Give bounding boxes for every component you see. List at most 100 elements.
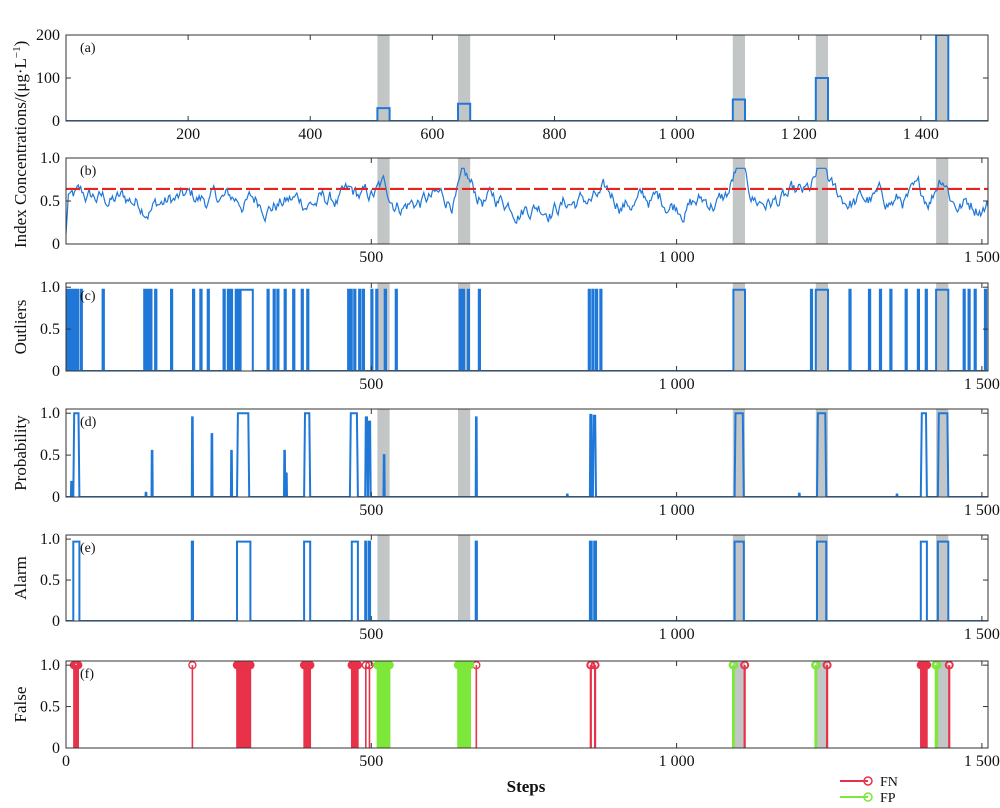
event-band (458, 35, 471, 121)
panel-label: (f) (80, 667, 94, 682)
plot-area (66, 540, 988, 621)
y-tick-label: 0 (52, 613, 60, 630)
fp-stem (385, 661, 394, 748)
axes-frame (65, 660, 989, 749)
x-tick-label: 1 000 (659, 626, 695, 643)
x-tick-label: 1 000 (659, 126, 695, 143)
y-tick-label: 100 (36, 70, 60, 87)
panel-f: 0 0.5 1.0 500 1 000 1 500 0 (f) False (11, 657, 1000, 770)
fn-stem (306, 661, 315, 748)
y-axis-label: Outliers (11, 300, 30, 355)
event-band (732, 661, 745, 748)
fn-stem (365, 661, 374, 748)
ylabel-index: Index (11, 209, 30, 248)
fn-stem (353, 661, 363, 748)
x-tick-label: 1 400 (903, 126, 939, 143)
legend-item-fp: FP (840, 791, 896, 806)
event-band (377, 158, 390, 244)
y-tick-label: 0.5 (40, 193, 60, 210)
event-band (815, 535, 829, 621)
event-band (936, 283, 949, 371)
event-band (377, 409, 390, 497)
event-band (815, 661, 829, 748)
fn-stem (945, 661, 954, 748)
event-band (936, 35, 949, 121)
plot-area (66, 412, 988, 497)
event-band (732, 35, 745, 121)
fp-stem (933, 661, 942, 748)
event-band (458, 535, 471, 621)
panel-label: (b) (80, 164, 97, 179)
legend-fp-label: FP (880, 791, 896, 806)
x-tick-label: 1 500 (964, 502, 1000, 519)
alarm-line (66, 540, 988, 621)
x-tick-label: 500 (359, 249, 383, 266)
y-tick-label: 0.5 (40, 572, 60, 589)
y-tick-label: 0 (52, 489, 60, 506)
fn-stem (586, 661, 596, 748)
fn-stem (188, 661, 197, 748)
event-band (377, 35, 390, 121)
y-tick-label: 0 (52, 113, 60, 130)
x-tick-label: 0 (62, 753, 70, 770)
x-tick-label: 1 500 (964, 249, 1000, 266)
fp-stem (729, 661, 739, 748)
y-tick-label: 0.5 (40, 321, 60, 338)
event-band (732, 283, 745, 371)
legend: FN FP (840, 775, 898, 806)
event-band (815, 158, 829, 244)
event-band (458, 409, 471, 497)
concentration-line (66, 35, 988, 121)
event-band (732, 158, 745, 244)
fn-stem (472, 661, 481, 748)
y-tick-label: 200 (36, 27, 60, 44)
y-tick-label: 1.0 (40, 405, 60, 422)
panel-label: (d) (80, 415, 97, 430)
x-tick-label: 1 500 (964, 626, 1000, 643)
fn-stem (922, 661, 932, 748)
panel-a: 0 100 200 200 400 600 800 1 000 1 200 1 400 (a) (36, 27, 989, 143)
x-tick-label: 500 (359, 753, 383, 770)
y-tick-label: 1.0 (40, 279, 60, 296)
x-tick-label: 1 500 (964, 376, 1000, 393)
panel-c: 0 0.5 1.0 500 1 000 1 500 (c) Outliers (11, 279, 1000, 393)
x-tick-label: 600 (420, 126, 444, 143)
x-tick-label: 500 (359, 502, 383, 519)
index-line (66, 167, 988, 234)
panel-b: 0 0.5 1.0 500 1 000 1 500 (b) (40, 150, 1000, 266)
x-tick-label: 800 (542, 126, 566, 143)
fn-stem (591, 661, 600, 748)
x-tick-label: 1 500 (964, 753, 1000, 770)
event-band (815, 283, 829, 371)
y-tick-label: 0 (52, 363, 60, 380)
fn-stem (740, 661, 750, 748)
outliers-line (66, 288, 988, 371)
legend-fn-marker (863, 776, 873, 786)
panels: 0 100 200 200 400 600 800 1 000 1 200 1 400 (a) 0 0.… (11, 27, 1000, 770)
y-axis-label: Alarm (11, 556, 30, 599)
y-tick-label: 0.5 (40, 699, 60, 716)
x-tick-label: 400 (298, 126, 322, 143)
y-axis-label: Probability (11, 415, 30, 491)
legend-fn-label: FN (880, 775, 898, 790)
probability-line (66, 412, 988, 497)
panel-label: (a) (80, 41, 96, 56)
event-band (732, 535, 745, 621)
x-tick-label: 1 000 (659, 753, 695, 770)
panel-label: (e) (80, 541, 96, 556)
event-band (458, 158, 471, 244)
fn-stem (361, 661, 371, 748)
x-tick-label: 500 (359, 626, 383, 643)
plot-area (66, 167, 988, 234)
axes-frame (65, 408, 989, 498)
y-tick-label: 1.0 (40, 657, 60, 674)
shared-ylabel: Index Concentrations/(μg·L−1) (11, 41, 30, 248)
x-tick-label: 1 000 (659, 376, 695, 393)
fn-stem (823, 661, 832, 748)
x-tick-label: 1 000 (659, 249, 695, 266)
y-axis-label: False (11, 687, 30, 723)
event-band (936, 535, 949, 621)
panel-d: 0 0.5 1.0 500 1 000 1 500 (d) Probability (11, 405, 1000, 519)
x-tick-label: 1 200 (781, 126, 817, 143)
